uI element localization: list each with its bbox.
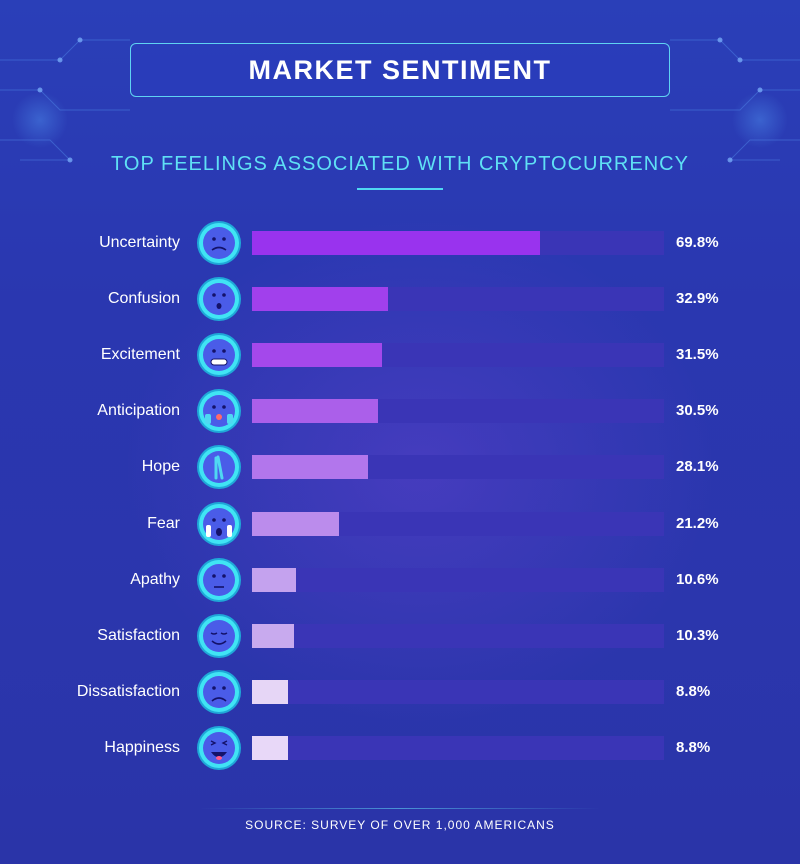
data-label: 10.3%	[676, 626, 719, 644]
chart-row: Uncertainty 69.8%	[0, 218, 800, 268]
relieved-face-icon	[196, 613, 242, 659]
neutral-face-icon	[196, 557, 242, 603]
crying-face-icon	[196, 669, 242, 715]
subtitle-underline	[357, 188, 443, 190]
chart-row: Anticipation 30.5%	[0, 386, 800, 436]
footer-divider	[200, 808, 600, 809]
data-label: 30.5%	[676, 402, 719, 420]
grinning-face-icon	[196, 332, 242, 378]
chart-row: Confusion 32.9%	[0, 274, 800, 324]
title-banner: MARKET SENTIMENT	[130, 43, 670, 97]
data-label: 8.8%	[676, 738, 711, 756]
data-label: 10.6%	[676, 570, 719, 588]
category-label: Uncertainty	[99, 234, 180, 251]
bar	[252, 567, 296, 592]
category-label: Happiness	[104, 738, 180, 756]
chart-row: Excitement 31.5%	[0, 330, 800, 380]
chart-row: Apathy 10.6%	[0, 555, 800, 605]
bar-track	[252, 511, 664, 536]
data-label: 21.2%	[676, 514, 719, 532]
bar-track	[252, 567, 664, 592]
page-title: MARKET SENTIMENT	[248, 54, 552, 85]
bar	[252, 511, 340, 536]
chart-row: Happiness 8.8%	[0, 723, 800, 773]
category-label: Fear	[147, 514, 180, 532]
bar-track	[252, 735, 664, 760]
chart-row: Hope 28.1%	[0, 442, 800, 492]
screaming-face-icon	[196, 501, 242, 547]
data-label: 28.1%	[676, 458, 719, 476]
category-label: Satisfaction	[97, 626, 180, 644]
chart-row: Fear 21.2%	[0, 499, 800, 549]
bar-track	[252, 623, 664, 648]
bar	[252, 455, 368, 480]
bar	[252, 343, 382, 368]
data-label: 32.9%	[676, 290, 719, 308]
confused-face-icon	[196, 276, 242, 322]
category-label: Hope	[141, 458, 180, 476]
category-label: Dissatisfaction	[76, 682, 180, 700]
worried-face-icon	[196, 220, 242, 266]
bar	[252, 399, 378, 424]
category-label: Apathy	[130, 570, 180, 588]
bar-track	[252, 399, 664, 424]
circuit-decoration	[0, 37, 800, 163]
bar	[252, 287, 388, 312]
chart-subtitle: TOP FEELINGS ASSOCIATED WITH CRYPTOCURRE…	[111, 153, 689, 175]
bar-track	[252, 231, 664, 255]
bar-track	[252, 455, 664, 480]
bar-track	[252, 287, 664, 312]
bar-track	[252, 679, 664, 704]
data-label: 8.8%	[676, 682, 711, 700]
bar	[252, 735, 289, 760]
bar	[252, 231, 540, 255]
category-label: Confusion	[107, 290, 180, 308]
chart-row: Satisfaction 10.3%	[0, 611, 800, 661]
source-note: SOURCE: SURVEY OF OVER 1,000 AMERICANS	[245, 818, 555, 832]
data-label: 31.5%	[676, 346, 719, 364]
laughing-face-icon	[196, 725, 242, 771]
hands-over-face-icon	[196, 388, 242, 434]
crossed-fingers-icon	[196, 444, 242, 490]
bar	[252, 623, 295, 648]
data-label: 69.8%	[676, 234, 719, 251]
chart-row: Dissatisfaction 8.8%	[0, 667, 800, 717]
category-label: Excitement	[100, 346, 180, 364]
bar	[252, 679, 289, 704]
bar-track	[252, 343, 664, 368]
category-label: Anticipation	[97, 402, 180, 420]
